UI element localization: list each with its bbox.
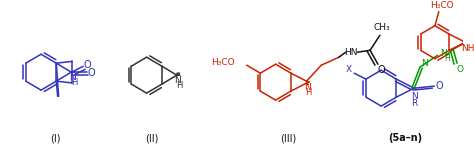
Text: H: H — [305, 88, 312, 97]
Text: H: H — [71, 78, 78, 87]
Text: N: N — [440, 49, 447, 58]
Text: (I): (I) — [50, 133, 61, 143]
Text: N: N — [174, 75, 182, 84]
Text: O: O — [436, 81, 443, 91]
Text: NH: NH — [462, 44, 474, 53]
Text: (II): (II) — [145, 133, 158, 143]
Text: O: O — [88, 68, 95, 78]
Text: (5a–n): (5a–n) — [389, 133, 423, 143]
Text: H₃CO: H₃CO — [211, 58, 235, 67]
Text: H: H — [445, 54, 450, 63]
Text: X: X — [345, 65, 351, 74]
Text: H₃CO: H₃CO — [430, 1, 454, 10]
Text: (III): (III) — [280, 133, 296, 143]
Text: O: O — [377, 65, 385, 75]
Text: O: O — [456, 65, 464, 74]
Text: N: N — [410, 92, 418, 100]
Text: N: N — [304, 83, 311, 92]
Text: N: N — [421, 59, 428, 68]
Text: H: H — [176, 81, 182, 90]
Text: O: O — [83, 60, 91, 70]
Text: N: N — [69, 73, 76, 82]
Text: CH₃: CH₃ — [374, 23, 390, 32]
Text: R: R — [411, 99, 417, 108]
Text: HN: HN — [344, 48, 357, 57]
